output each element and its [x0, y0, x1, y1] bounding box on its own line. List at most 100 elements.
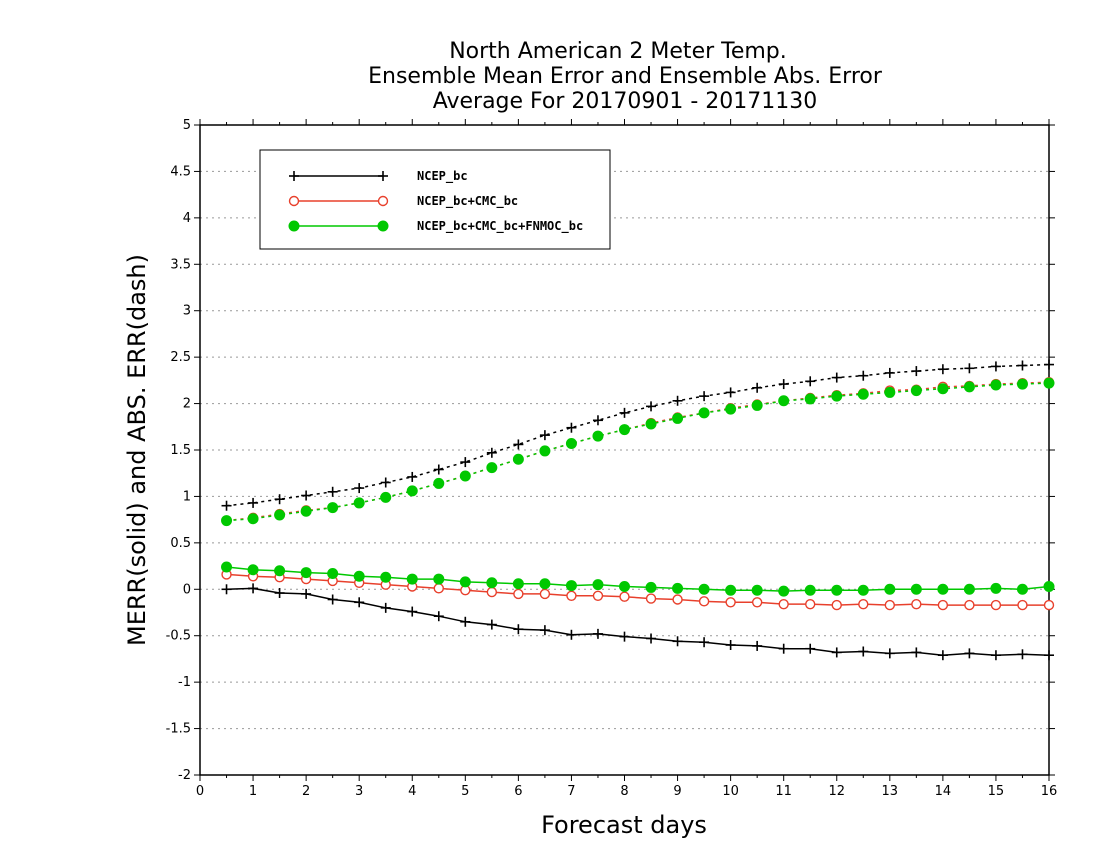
x-tick-label: 13 [882, 784, 899, 799]
merr-point [751, 597, 763, 608]
abs-err-point [513, 439, 524, 450]
abs-err-point [884, 367, 895, 378]
abs-err-point [804, 393, 816, 405]
title-line-2: Ensemble Mean Error and Ensemble Abs. Er… [368, 64, 883, 89]
x-axis-title: Forecast days [541, 811, 707, 839]
merr-point [433, 611, 444, 622]
merr-point [354, 597, 365, 608]
y-tick-label: 4 [183, 211, 191, 226]
merr-point [990, 650, 1001, 661]
abs-err-point [778, 379, 789, 390]
merr-point [592, 579, 604, 591]
legend-label: NCEP_bc+CMC_bc+FNMOC_bc [417, 219, 583, 234]
merr-point [1043, 599, 1055, 611]
merr-point [592, 628, 603, 639]
series-2 [221, 377, 1055, 597]
y-tick-label: -1.5 [166, 722, 191, 737]
legend-marker-start [288, 195, 300, 207]
y-tick-label: 1 [183, 489, 191, 504]
merr-point [433, 573, 445, 585]
merr-point [698, 583, 710, 595]
abs-err-point [1016, 378, 1028, 390]
merr-point [831, 647, 842, 658]
merr-point [857, 584, 869, 596]
merr-point [301, 588, 312, 599]
merr-point [1017, 649, 1028, 660]
merr-point [884, 599, 896, 611]
merr-point [247, 564, 259, 576]
merr-point [645, 581, 657, 593]
merr-point [990, 582, 1002, 594]
merr-point [513, 588, 524, 600]
merr-point [459, 576, 471, 588]
merr-point [990, 599, 1002, 611]
abs-err-point [858, 370, 869, 381]
abs-err-point [725, 403, 737, 415]
abs-err-point [910, 385, 922, 397]
merr-point [646, 633, 657, 644]
y-tick-label: 2.5 [170, 350, 191, 365]
abs-err-point [619, 424, 630, 436]
merr-point [1016, 583, 1028, 595]
merr-point [486, 586, 498, 598]
abs-err-point [884, 386, 896, 398]
abs-err-point [831, 390, 843, 402]
abs-err-point [247, 513, 259, 525]
x-tick-label: 14 [935, 784, 952, 799]
abs-err-point [805, 376, 816, 387]
merr-point [725, 584, 737, 596]
merr-point [963, 583, 975, 595]
abs-err-point [301, 490, 312, 501]
merr-point [539, 578, 551, 590]
merr-point [964, 648, 975, 659]
abs-err-point [459, 470, 471, 482]
title-line-1: North American 2 Meter Temp. [449, 39, 787, 64]
abs-err-point [725, 387, 736, 398]
legend-marker-start [289, 171, 299, 181]
legend-entry: NCEP_bc+CMC_bc [288, 194, 518, 209]
abs-err-point [566, 422, 577, 433]
abs-err-point [646, 401, 657, 412]
merr-point [858, 646, 869, 657]
merr-point [937, 650, 948, 661]
legend: NCEP_bc NCEP_bc+CMC_bc NCEP_bc+CMC_bc+FNMO… [259, 149, 611, 250]
abs-err-point [698, 407, 710, 419]
abs-err-point [327, 502, 339, 514]
merr-point [539, 588, 551, 600]
merr-point [751, 584, 763, 596]
abs-err-point [1043, 377, 1055, 389]
abs-err-point [327, 486, 338, 497]
merr-point [672, 582, 684, 594]
merr-point [699, 637, 710, 648]
abs-err-point [1044, 359, 1054, 370]
abs-err-point [752, 382, 763, 393]
legend-entry: NCEP_bc [289, 169, 468, 184]
abs-err-point [221, 500, 232, 511]
merr-point [778, 643, 789, 654]
y-tick-label: 3 [183, 304, 191, 319]
merr-point [406, 573, 418, 585]
abs-err-point [619, 407, 630, 418]
series-layer [221, 359, 1055, 661]
x-tick-label: 1 [249, 784, 257, 799]
merr-point [911, 598, 922, 610]
abs-err-point [248, 497, 259, 508]
merr-point [1043, 581, 1055, 592]
abs-err-point [460, 457, 471, 468]
legend-label: NCEP_bc+CMC_bc [417, 194, 518, 209]
merr-point [1017, 599, 1028, 611]
merr-point [513, 624, 524, 635]
abs-err-point [221, 515, 233, 527]
merr-point [805, 643, 816, 654]
merr-point [380, 602, 391, 613]
merr-point [274, 588, 285, 598]
merr-line [226, 566, 1050, 592]
x-tick-label: 4 [408, 784, 416, 799]
abs-err-point [937, 364, 948, 375]
abs-err-point [990, 379, 1002, 391]
abs-err-point [486, 462, 498, 474]
y-tick-label: 5 [183, 118, 191, 133]
abs-err-point [565, 438, 577, 449]
abs-err-point [857, 388, 869, 400]
